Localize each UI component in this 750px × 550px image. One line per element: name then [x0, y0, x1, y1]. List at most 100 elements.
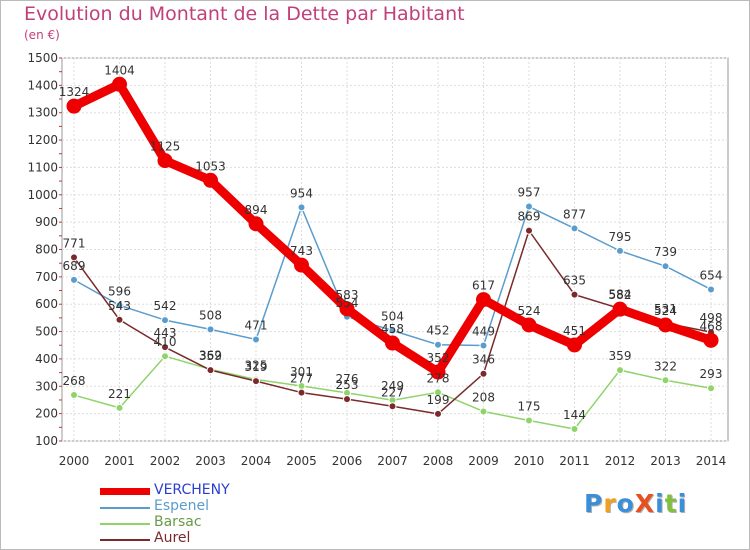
data-point-espenel — [252, 335, 260, 344]
data-label-vercheny: 582 — [609, 288, 632, 302]
x-tick-label: 2009 — [468, 454, 499, 468]
data-label-vercheny: 352 — [427, 351, 450, 365]
data-label-espenel: 739 — [654, 245, 677, 259]
data-label-vercheny: 1324 — [59, 85, 90, 99]
data-label-vercheny: 468 — [700, 319, 723, 333]
data-label-barsac: 208 — [472, 390, 495, 404]
data-label-barsac: 322 — [654, 359, 677, 373]
legend-label-espenel: Espenel — [154, 498, 210, 514]
x-tick-label: 2013 — [650, 454, 681, 468]
data-label-vercheny: 1404 — [104, 63, 135, 77]
data-point-espenel — [297, 203, 306, 212]
chart-subtitle: (en €) — [24, 28, 60, 42]
data-label-espenel: 554 — [336, 296, 359, 310]
x-tick-label: 2002 — [150, 454, 181, 468]
data-point-barsac — [479, 407, 488, 416]
data-label-vercheny: 894 — [245, 203, 268, 217]
data-label-espenel: 452 — [427, 324, 450, 338]
data-label-espenel: 596 — [108, 284, 131, 298]
data-label-vercheny: 524 — [654, 304, 677, 318]
data-point-espenel — [206, 325, 215, 334]
data-label-barsac: 301 — [290, 365, 313, 379]
data-point-vercheny — [112, 76, 127, 92]
y-tick-label: 100 — [35, 434, 58, 448]
data-point-vercheny — [567, 337, 582, 353]
data-point-vercheny — [294, 257, 309, 273]
logo-letter: r — [603, 489, 617, 518]
y-tick-label: 900 — [35, 215, 58, 229]
data-point-vercheny — [703, 332, 719, 348]
data-label-aurel: 531 — [654, 302, 677, 316]
data-point-aurel — [479, 369, 488, 378]
data-label-aurel: 346 — [472, 353, 495, 367]
data-point-aurel — [343, 395, 351, 404]
data-point-barsac — [161, 352, 169, 361]
data-point-vercheny — [476, 292, 491, 308]
x-tick-label: 2004 — [241, 454, 272, 468]
x-tick-label: 2003 — [195, 454, 226, 468]
data-point-vercheny — [430, 364, 446, 380]
data-label-aurel: 319 — [245, 360, 268, 374]
data-label-vercheny: 1053 — [195, 159, 226, 173]
data-point-barsac — [570, 424, 579, 433]
data-point-vercheny — [157, 153, 173, 169]
data-label-espenel: 449 — [472, 325, 495, 339]
data-label-barsac: 144 — [563, 408, 586, 422]
y-tick-label: 1500 — [27, 51, 58, 65]
data-label-vercheny: 743 — [290, 244, 313, 258]
data-point-espenel — [525, 202, 533, 211]
x-tick-label: 2006 — [332, 454, 363, 468]
legend-label-barsac: Barsac — [154, 514, 202, 530]
data-point-barsac — [616, 366, 624, 375]
x-tick-label: 2010 — [514, 454, 545, 468]
data-point-vercheny — [612, 301, 628, 317]
logo-letter: o — [616, 489, 635, 518]
data-label-barsac: 175 — [518, 399, 541, 413]
data-label-espenel: 471 — [245, 319, 268, 333]
data-point-barsac — [525, 416, 533, 425]
data-label-aurel: 253 — [336, 378, 359, 392]
data-point-vercheny — [339, 301, 355, 317]
data-point-vercheny — [385, 335, 400, 351]
data-point-vercheny — [248, 216, 264, 232]
data-point-barsac — [70, 391, 78, 400]
data-label-barsac: 410 — [154, 335, 177, 349]
logo-letter: P — [584, 489, 604, 518]
data-point-aurel — [70, 253, 78, 262]
data-label-barsac: 249 — [381, 379, 404, 393]
data-label-aurel: 584 — [609, 288, 632, 302]
x-tick-label: 2011 — [559, 454, 590, 468]
logo-letter: X — [634, 489, 656, 518]
data-label-espenel: 654 — [700, 268, 723, 282]
data-label-barsac: 293 — [700, 367, 723, 381]
data-label-vercheny: 458 — [381, 322, 404, 336]
data-point-aurel — [570, 290, 579, 299]
x-tick-label: 2005 — [286, 454, 317, 468]
data-point-espenel — [388, 326, 397, 335]
data-point-vercheny — [66, 98, 82, 114]
data-label-barsac: 268 — [63, 374, 86, 388]
data-point-aurel — [297, 388, 306, 397]
y-tick-label: 1100 — [27, 160, 58, 174]
logo-letter: t — [664, 489, 678, 518]
data-label-espenel: 689 — [63, 259, 86, 273]
x-tick-label: 2012 — [605, 454, 636, 468]
data-label-espenel: 542 — [154, 299, 177, 313]
data-label-vercheny: 451 — [563, 324, 586, 338]
data-label-aurel: 498 — [700, 311, 723, 325]
data-point-aurel — [206, 366, 215, 375]
data-label-aurel: 635 — [563, 274, 586, 288]
data-label-barsac: 359 — [609, 349, 632, 363]
data-label-aurel: 543 — [108, 299, 131, 313]
data-point-barsac — [707, 384, 715, 393]
data-point-espenel — [70, 275, 78, 284]
data-label-espenel: 877 — [563, 207, 586, 221]
data-label-barsac: 362 — [199, 348, 222, 362]
data-point-espenel — [661, 262, 670, 271]
data-point-aurel — [161, 343, 169, 352]
y-tick-label: 800 — [35, 243, 58, 257]
data-point-aurel — [388, 402, 397, 411]
data-point-espenel — [115, 301, 124, 310]
data-label-espenel: 957 — [518, 186, 541, 200]
data-point-barsac — [661, 376, 670, 385]
